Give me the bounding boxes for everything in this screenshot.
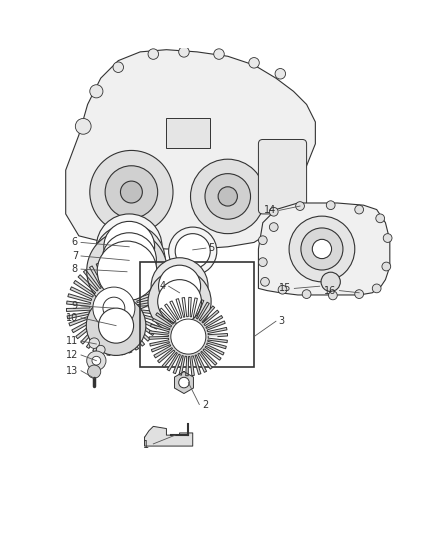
Circle shape	[104, 221, 155, 272]
Circle shape	[96, 345, 105, 354]
Circle shape	[120, 181, 142, 203]
Circle shape	[376, 214, 385, 223]
Circle shape	[261, 278, 269, 286]
Circle shape	[328, 291, 337, 300]
Text: 9: 9	[72, 301, 78, 311]
Circle shape	[87, 351, 106, 370]
Polygon shape	[149, 297, 227, 376]
Circle shape	[171, 319, 206, 354]
Circle shape	[278, 285, 287, 294]
Circle shape	[289, 216, 355, 282]
Circle shape	[355, 205, 364, 214]
Text: 7: 7	[72, 251, 78, 261]
Circle shape	[179, 46, 189, 57]
Circle shape	[205, 174, 251, 219]
Circle shape	[92, 356, 101, 365]
Circle shape	[151, 258, 208, 314]
Circle shape	[355, 290, 364, 298]
Circle shape	[87, 231, 167, 311]
Polygon shape	[174, 372, 194, 393]
FancyBboxPatch shape	[258, 140, 307, 214]
Circle shape	[301, 228, 343, 270]
Circle shape	[269, 223, 278, 231]
Text: 13: 13	[66, 366, 78, 376]
Circle shape	[258, 236, 267, 245]
Circle shape	[159, 265, 201, 307]
Polygon shape	[145, 426, 193, 446]
Circle shape	[326, 201, 335, 209]
Bar	[166, 118, 210, 148]
Text: 10: 10	[66, 313, 78, 323]
Text: 1: 1	[143, 440, 149, 450]
Circle shape	[102, 233, 156, 287]
Circle shape	[383, 233, 392, 243]
Polygon shape	[258, 203, 390, 295]
Circle shape	[158, 280, 201, 324]
Text: 3: 3	[278, 316, 284, 326]
Text: 16: 16	[324, 286, 336, 296]
Circle shape	[214, 49, 224, 59]
Circle shape	[302, 290, 311, 298]
Text: 11: 11	[66, 336, 78, 346]
Circle shape	[175, 233, 210, 269]
Text: 8: 8	[72, 264, 78, 274]
Circle shape	[103, 297, 125, 319]
Text: 6: 6	[72, 237, 78, 247]
Polygon shape	[66, 50, 315, 249]
Circle shape	[93, 287, 135, 329]
Circle shape	[249, 58, 259, 68]
Text: 12: 12	[66, 350, 78, 360]
Circle shape	[191, 159, 265, 233]
Circle shape	[169, 227, 217, 275]
Circle shape	[321, 272, 340, 292]
Circle shape	[296, 201, 304, 211]
Circle shape	[89, 338, 99, 349]
Circle shape	[275, 69, 286, 79]
Circle shape	[269, 207, 278, 216]
Text: 14: 14	[264, 205, 276, 215]
Circle shape	[180, 328, 197, 345]
Polygon shape	[67, 261, 161, 356]
Circle shape	[86, 296, 146, 356]
Circle shape	[372, 284, 381, 293]
Bar	[140, 262, 254, 367]
Circle shape	[179, 377, 189, 388]
Circle shape	[382, 262, 391, 271]
Circle shape	[90, 150, 173, 233]
Circle shape	[88, 365, 101, 378]
Circle shape	[258, 258, 267, 266]
Circle shape	[93, 224, 165, 296]
Circle shape	[99, 308, 134, 343]
Text: 2: 2	[202, 400, 208, 410]
Circle shape	[113, 62, 124, 72]
Text: 4: 4	[159, 281, 166, 291]
Circle shape	[148, 49, 159, 59]
Circle shape	[312, 239, 332, 259]
Circle shape	[97, 241, 157, 301]
Text: 15: 15	[279, 284, 291, 293]
Circle shape	[148, 270, 211, 333]
Circle shape	[218, 187, 237, 206]
Circle shape	[75, 118, 91, 134]
Text: 5: 5	[208, 243, 214, 253]
Circle shape	[96, 214, 162, 280]
Circle shape	[90, 85, 103, 98]
Circle shape	[105, 166, 158, 219]
